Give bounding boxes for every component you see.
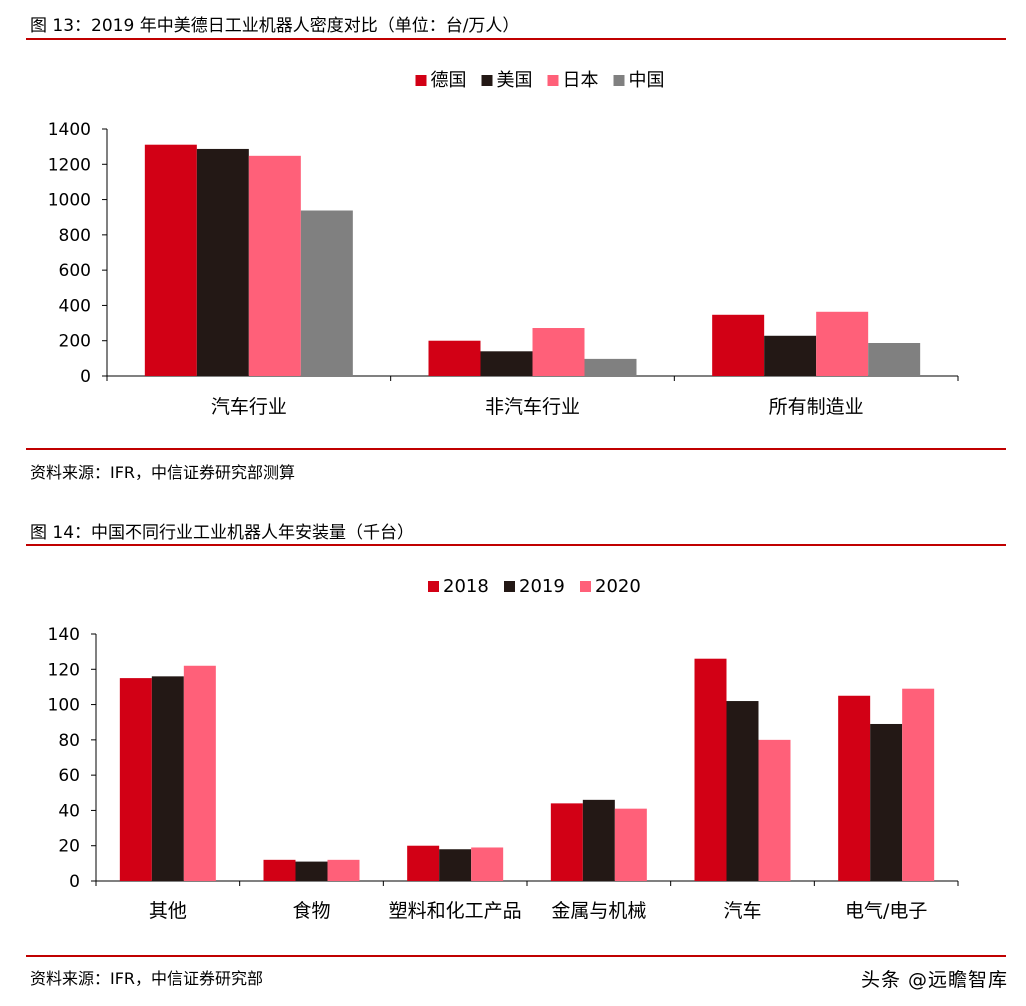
- legend-label: 日本: [563, 70, 599, 91]
- y-tick-label: 20: [58, 837, 80, 857]
- bar: [300, 210, 353, 376]
- bar: [196, 148, 249, 376]
- figure13-top-rule: [26, 38, 1006, 40]
- y-tick-label: 600: [59, 261, 91, 281]
- legend-label: 2019: [519, 576, 565, 597]
- bar: [614, 808, 647, 881]
- y-tick-label: 80: [58, 731, 80, 751]
- y-tick-label: 0: [69, 872, 80, 892]
- bar: [439, 849, 472, 881]
- bar: [550, 803, 583, 881]
- legend-swatch: [504, 581, 515, 592]
- bar: [263, 859, 296, 881]
- legend-label: 中国: [629, 70, 665, 91]
- figure14-bottom-rule: [26, 955, 1006, 957]
- bar: [183, 665, 216, 881]
- bar: [151, 676, 184, 881]
- bar: [407, 845, 440, 881]
- legend-label: 2018: [443, 576, 489, 597]
- bar: [532, 328, 585, 376]
- figure14-source: 资料来源：IFR，中信证券研究部: [30, 969, 264, 988]
- y-tick-label: 200: [59, 332, 91, 352]
- legend-swatch: [580, 581, 591, 592]
- y-tick-label: 1400: [48, 120, 91, 140]
- legend-swatch: [547, 75, 559, 86]
- y-tick-label: 40: [58, 801, 80, 821]
- bar: [584, 358, 637, 376]
- y-tick-label: 1200: [48, 155, 91, 175]
- legend-label: 美国: [497, 70, 533, 91]
- bar: [327, 859, 360, 881]
- x-category-label: 所有制造业: [769, 396, 864, 418]
- figure14-title: 图 14：中国不同行业工业机器人年安装量（千台）: [30, 523, 415, 543]
- y-tick-label: 120: [48, 660, 80, 680]
- y-tick-label: 1000: [48, 191, 91, 211]
- bar: [902, 688, 935, 881]
- bar: [712, 314, 765, 376]
- bar: [764, 335, 817, 376]
- x-category-label: 食物: [292, 900, 330, 922]
- x-category-label: 电气/电子: [845, 900, 927, 922]
- bar: [480, 351, 533, 376]
- figure13-title: 图 13：2019 年中美德日工业机器人密度对比（单位：台/万人）: [30, 16, 520, 36]
- y-tick-label: 400: [59, 296, 91, 316]
- legend-swatch: [481, 75, 493, 86]
- y-tick-label: 0: [80, 367, 91, 387]
- x-category-label: 金属与机械: [551, 900, 646, 922]
- x-category-label: 汽车: [723, 900, 761, 922]
- installations-chart: 0 20 40 60 80 100 120 140 其他 食物 塑料和化工产品 金属与机械 汽车 电气/电…: [48, 576, 959, 922]
- x-category-label: 塑料和化工产品: [389, 900, 522, 922]
- watermark: 头条 @远瞻智库: [860, 969, 1008, 991]
- bar: [295, 861, 328, 881]
- x-category-label: 汽车行业: [211, 396, 287, 418]
- y-tick-label: 100: [48, 696, 80, 716]
- y-tick-label: 140: [48, 625, 80, 645]
- legend-swatch: [415, 75, 427, 86]
- legend-swatch: [613, 75, 625, 86]
- figure13-bottom-rule: [26, 448, 1006, 450]
- bar: [144, 144, 197, 376]
- bar: [726, 701, 759, 881]
- x-category-label: 其他: [149, 900, 187, 922]
- bar: [870, 723, 903, 881]
- y-tick-label: 60: [58, 766, 80, 786]
- bar: [838, 695, 871, 881]
- bar: [694, 658, 727, 881]
- legend-label: 2020: [595, 576, 641, 597]
- figure13-source: 资料来源：IFR，中信证券研究部测算: [30, 463, 296, 482]
- bar: [582, 799, 615, 881]
- x-category-label: 非汽车行业: [485, 396, 580, 418]
- robot-density-chart: 0 200 400 600 800 1000 1200 1400 汽车行业 非汽车行业 所有制造业 德…: [48, 70, 959, 418]
- bar: [758, 739, 791, 881]
- bar: [119, 678, 152, 881]
- bar: [248, 155, 301, 376]
- bar: [428, 340, 481, 376]
- bar: [471, 847, 504, 881]
- y-tick-label: 800: [59, 226, 91, 246]
- bar: [868, 343, 921, 376]
- legend-label: 德国: [431, 70, 467, 91]
- figure14-top-rule: [26, 544, 1006, 546]
- bar: [816, 311, 869, 376]
- legend-swatch: [428, 581, 439, 592]
